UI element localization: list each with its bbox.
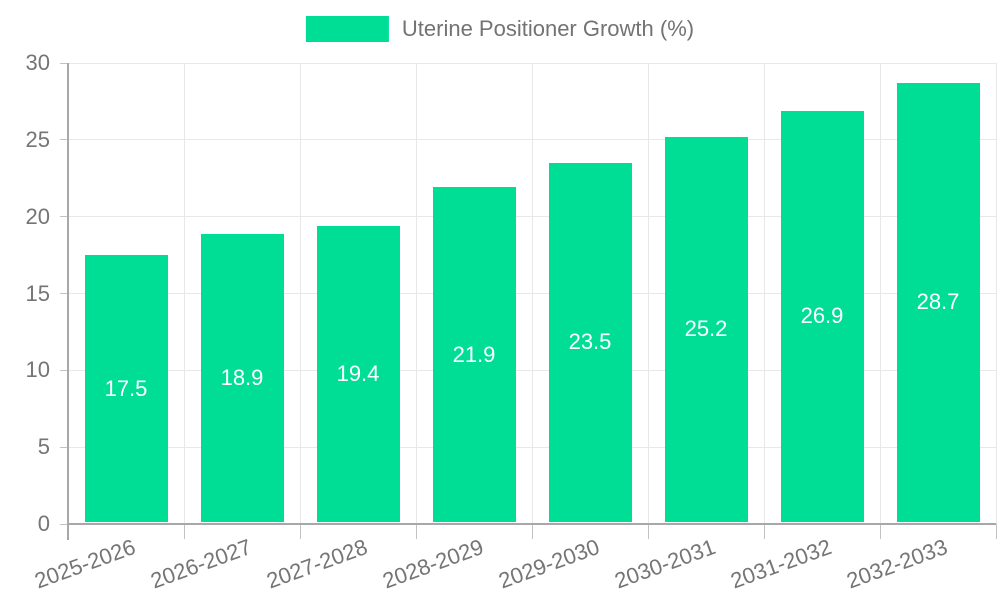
x-tick-mark: [183, 524, 185, 539]
v-gridline: [879, 63, 881, 524]
bar-value-label: 28.7: [916, 289, 960, 315]
y-tick-mark: [60, 446, 68, 448]
bar-value-label: 23.5: [568, 329, 612, 355]
bar-value-label: 19.4: [336, 360, 380, 386]
x-axis-tick-label: 2030-2031: [611, 534, 719, 594]
x-axis-tick-label: 2025-2026: [31, 534, 139, 594]
v-gridline: [415, 63, 417, 524]
x-tick-mark: [763, 524, 765, 539]
x-tick-mark: [299, 524, 301, 539]
v-gridline: [299, 63, 301, 524]
y-tick-mark: [60, 293, 68, 294]
v-gridline: [995, 63, 997, 524]
x-axis-tick-label: 2028-2029: [379, 534, 487, 594]
x-tick-mark: [531, 524, 533, 539]
bar: [84, 255, 168, 522]
bar: [200, 233, 284, 522]
v-gridline: [531, 63, 533, 524]
x-axis-line: [67, 523, 996, 525]
y-axis-tick-label: 15: [25, 280, 50, 306]
bar: [896, 82, 980, 522]
bar-value-label: 18.9: [220, 364, 264, 390]
x-axis-tick-label: 2032-2033: [843, 534, 951, 594]
y-tick-mark: [60, 216, 68, 218]
x-tick-mark: [879, 524, 881, 539]
y-axis-tick-label: 0: [37, 511, 50, 536]
x-axis-tick-label: 2027-2028: [263, 534, 371, 594]
y-tick-mark: [60, 62, 68, 64]
bar-value-label: 21.9: [452, 341, 496, 367]
x-axis-tick-label: 2031-2032: [727, 534, 835, 594]
bar-value-label: 26.9: [800, 303, 844, 329]
v-gridline: [763, 63, 765, 524]
y-axis-tick-label: 5: [37, 434, 50, 460]
bar: [780, 110, 864, 522]
bar-value-label: 25.2: [684, 316, 728, 342]
y-axis-line: [67, 63, 69, 540]
x-axis-tick-label: 2029-2030: [495, 534, 603, 594]
x-tick-mark: [995, 524, 997, 539]
y-axis-tick-label: 20: [25, 203, 50, 229]
x-tick-mark: [647, 524, 649, 539]
y-tick-mark: [60, 139, 68, 141]
y-axis-tick-label: 10: [25, 357, 50, 383]
legend-label: Uterine Positioner Growth (%): [401, 16, 695, 41]
bar: [548, 162, 632, 522]
y-tick-mark: [60, 369, 68, 371]
y-tick-mark: [60, 523, 68, 525]
x-tick-mark: [415, 524, 417, 539]
bar: [664, 136, 748, 522]
bar-value-label: 17.5: [104, 375, 148, 401]
y-axis-tick-label: 25: [25, 126, 50, 152]
legend[interactable]: Uterine Positioner Growth (%): [305, 16, 695, 42]
y-axis-tick-label: 30: [25, 50, 50, 75]
bar: [316, 225, 400, 522]
v-gridline: [183, 63, 185, 524]
v-gridline: [647, 63, 649, 524]
legend-swatch: [305, 16, 389, 42]
bar: [432, 187, 516, 522]
x-axis-tick-label: 2026-2027: [147, 534, 255, 594]
